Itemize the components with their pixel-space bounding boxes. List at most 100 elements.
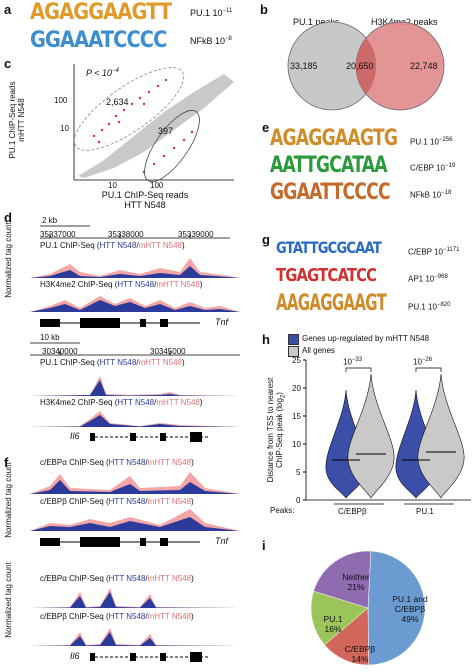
pie-chart <box>310 550 426 666</box>
venn-overlap <box>355 38 377 94</box>
pie-slice-pu1 <box>310 590 369 646</box>
g-ap1-label: AP1 10−968 <box>408 274 448 284</box>
panel-c-label: c <box>4 56 12 71</box>
panel-i-label: i <box>262 538 266 553</box>
tnf-pu1-track <box>30 258 240 278</box>
f-tnf-gene-model <box>40 537 200 547</box>
tnf-track1-label: PU.1 ChIP-Seq (HTT N548/mHTT N548) <box>40 241 185 250</box>
legend-up-label: Genes up-regulated by mHTT N548 <box>302 334 430 343</box>
g-pu1-label: PU.1 10−820 <box>408 302 451 312</box>
panel-f-ylabel-bottom: Normalized tag count <box>4 562 13 638</box>
violin-group-pu1: PU.1 <box>416 507 434 516</box>
violin-ytick-25: 25 <box>292 356 301 365</box>
panel-g-label: g <box>262 232 270 247</box>
f-il6-gene-model <box>90 652 210 662</box>
venn-left-count: 33,185 <box>290 61 318 71</box>
f-il6-track1-label: c/EBPα ChIP-Seq (HTT N548/mHTT N548) <box>40 574 194 583</box>
tnf-coord-2: 35338000 <box>108 230 144 239</box>
panel-a-label: a <box>4 2 12 17</box>
pie-slice-neither <box>313 550 372 609</box>
panel-f-ylabel-top: Normalized tag count <box>4 462 13 538</box>
e-nfkb-label: NFkB 10−18 <box>410 190 452 200</box>
violin-cebpb-all <box>347 373 395 499</box>
scatter-up-count: 2,634 <box>106 97 129 107</box>
violin-pval-pu1: 10−26 <box>413 357 433 367</box>
pie-label-both: PU.1 and C/EBPβ 49% <box>392 594 428 624</box>
e-cebp-motif: AATTGCATAA <box>270 153 388 178</box>
violin-group-brackets <box>334 503 454 505</box>
e-cebp-label: C/EBP 10−19 <box>410 163 456 173</box>
panel-h-label: h <box>262 332 270 347</box>
violin-group-cebpb: C/EBPβ <box>338 507 367 516</box>
nfkb-motif-label: NFkB 10−8 <box>190 36 232 46</box>
panel-d-ylabel-top: Normalized tag count <box>4 222 13 298</box>
violin-peaks-label: Peaks: <box>270 506 295 515</box>
tnf-gene-label: Tnf <box>215 317 229 327</box>
panel-e-label: e <box>262 120 270 135</box>
f-il6-gene-label: Il6 <box>70 651 80 661</box>
scatter-pvalue: P < 10−4 <box>86 68 119 78</box>
tnf-coord-3: 35339000 <box>178 230 214 239</box>
violin-ylabel: Distance from TSS to nearest ChIP-Seq pea… <box>266 377 287 483</box>
scatter-plot <box>73 64 234 183</box>
pie-label-cebpb: C/EBPβ 14% <box>344 644 376 664</box>
panel-d-label: d <box>4 210 12 225</box>
f-tnf-cebpb-track <box>30 509 240 531</box>
venn-left-title: PU.1 peaks <box>293 17 340 27</box>
scatter-cloud <box>78 74 234 178</box>
violin-ytick-15: 15 <box>292 412 301 421</box>
scatter-ytick-10: 10 <box>60 124 69 133</box>
il6-gene-label: Il6 <box>70 431 80 441</box>
il6-h3k4-track <box>30 411 240 427</box>
il6-track1-label: PU.1 ChIP-Seq (HTT N548/mHTT N548) <box>40 358 185 367</box>
il6-scale <box>30 342 240 356</box>
tnf-h3k4-track <box>30 296 240 312</box>
panel-c-ylabel: PU.1 ChIP-Seq reads mHTT N548 <box>8 81 26 159</box>
scatter-ytick-100: 100 <box>54 96 68 105</box>
g-cebp-motif: GTATTGCGCAAT <box>276 238 382 257</box>
g-cebp-label: C/EBP 10−1171 <box>408 247 460 257</box>
panel-b-label: b <box>260 2 268 17</box>
pie-label-pu1: PU.1 16% <box>323 614 343 634</box>
f-tnf-gene-label: Tnf <box>215 536 229 546</box>
pu1-motif-logo: AGAGGAAGTT <box>30 0 172 25</box>
f-tnf-track1-label: c/EBPα ChIP-Seq (HTT N548/mHTT N548) <box>40 458 194 467</box>
scatter-red-points <box>92 78 194 174</box>
violin-ytick-0: 0 <box>296 496 301 505</box>
e-pu1-motif: AGAGGAAGTG <box>270 126 398 151</box>
violin-ytick-5: 5 <box>296 468 301 477</box>
legend-all <box>288 346 299 357</box>
scatter-xtick-100: 100 <box>150 181 164 190</box>
tnf-track2-label: H3K4me2 ChIP-Seq (HTT N548/mHTT N548) <box>40 280 203 289</box>
violin-ytick-10: 10 <box>292 440 301 449</box>
il6-gene-model <box>90 432 210 442</box>
pie-slice-both <box>367 550 426 666</box>
g-pu1-motif: AAGAGGAAGT <box>276 291 387 316</box>
legend-all-label: All genes <box>302 346 335 355</box>
f-tnf-track2-label: c/EBPβ ChIP-Seq (HTT N548/mHTT N548) <box>40 497 194 506</box>
violin-pval-cebpb: 10−33 <box>343 357 363 367</box>
pu1-motif-label: PU.1 10−11 <box>190 8 233 18</box>
e-nfkb-motif: GGAATTCCCC <box>270 180 391 205</box>
violin-pu1-all <box>417 373 465 499</box>
scatter-xlabel: PU.1 ChIP-Seq reads HTT N548 <box>101 190 189 210</box>
violin-ytick-20: 20 <box>292 384 301 393</box>
venn-right-count: 22,748 <box>410 61 438 71</box>
tnf-coord-1: 35337000 <box>40 230 76 239</box>
down-region-ellipse <box>144 109 200 183</box>
e-pu1-label: PU.1 10−256 <box>410 137 453 147</box>
il6-coord-1: 30340000 <box>42 347 78 356</box>
tnf-scale <box>40 225 230 239</box>
g-ap1-motif: TGAGTCATCC <box>276 265 377 286</box>
f-tnf-cebpa-track <box>30 472 240 494</box>
il6-pu1-track <box>30 376 240 396</box>
il6-track2-label: H3K4me2 ChIP-Seq (HTT N548/mHTT N548) <box>40 398 203 407</box>
tnf-gene-model <box>40 318 200 328</box>
f-il6-cebpa-track <box>30 588 240 608</box>
nfkb-motif-logo: GGAAATCCCC <box>30 28 167 53</box>
legend-up <box>288 334 299 345</box>
scatter-down-count: 397 <box>158 126 174 136</box>
tnf-scale-label: 2 kb <box>42 216 58 225</box>
panel-f-label: f <box>4 455 9 470</box>
violin-plot <box>303 359 471 501</box>
